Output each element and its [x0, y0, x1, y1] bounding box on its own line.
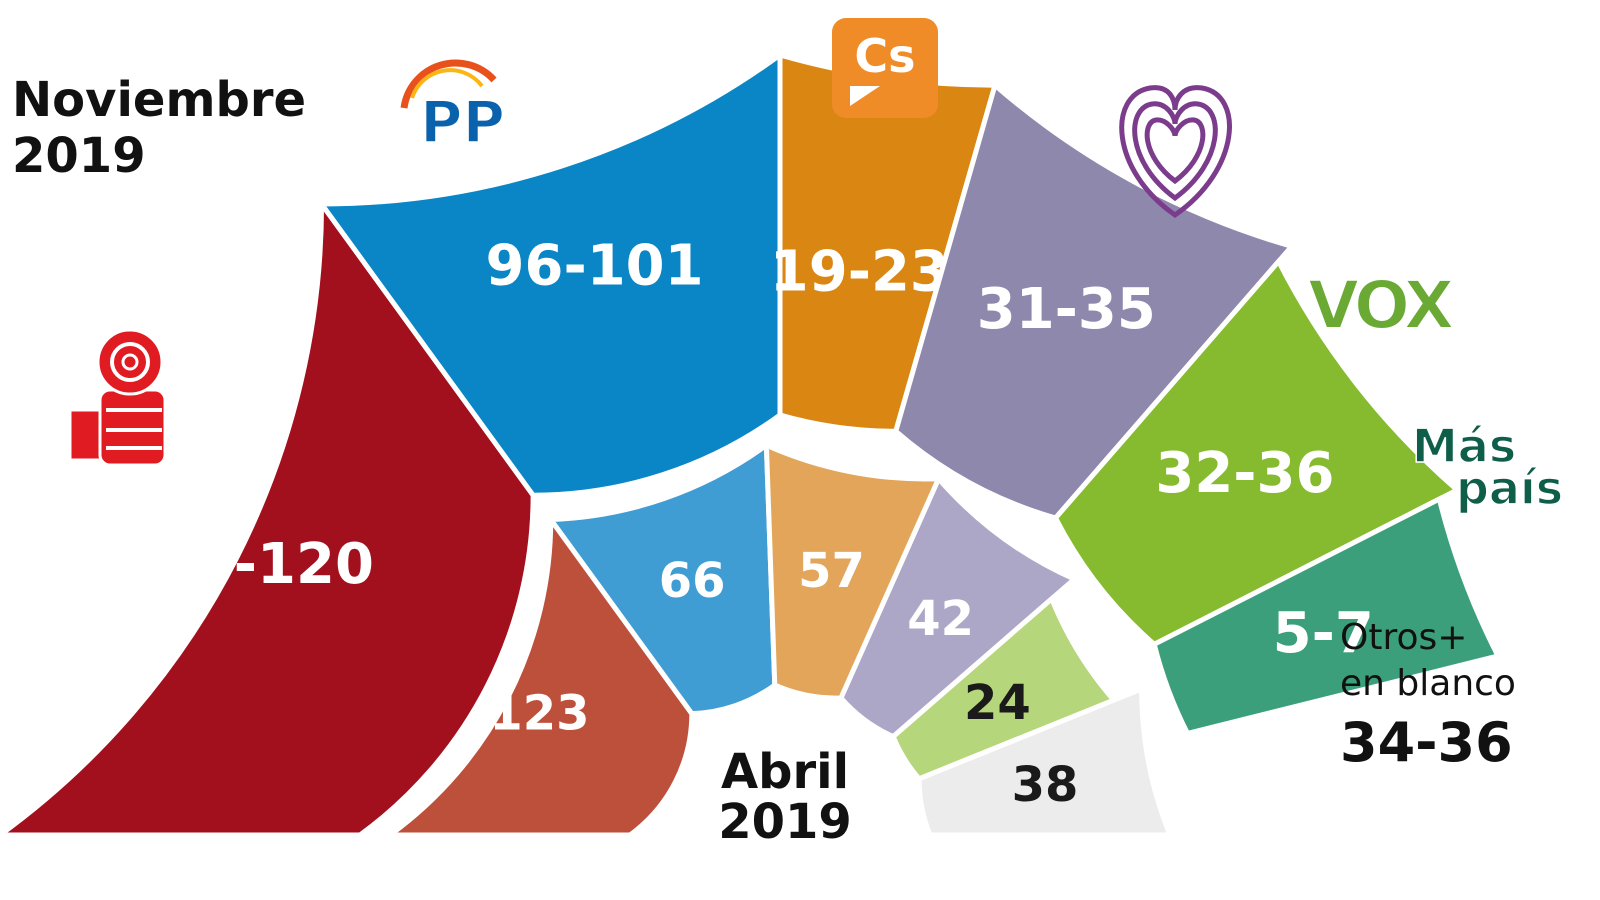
abril-value-psoe: 123: [489, 686, 589, 742]
cs-logo-icon: Cs: [832, 18, 938, 118]
abril-value-otros: 38: [1012, 757, 1079, 813]
svg-text:Más: Más: [1412, 419, 1516, 473]
title-line-2: 2019: [12, 128, 146, 184]
noviembre-segment-psoe: [0, 196, 536, 838]
noviembre-value-mas-pais: 5-7: [1273, 601, 1374, 666]
abril-2019-label: Abril 2019: [718, 744, 852, 850]
svg-text:PP: PP: [420, 88, 505, 156]
abril-segment-psoe: [382, 511, 695, 838]
otros-en-blanco-block: Otros+ en blanco 34-36: [1340, 615, 1516, 779]
mas-pais-logo-icon: Más país: [1411, 418, 1564, 516]
noviembre-value-psoe: 116-120: [117, 532, 374, 597]
svg-text:2019: 2019: [718, 794, 852, 850]
noviembre-value-podemos: 31-35: [977, 277, 1156, 342]
abril-value-podemos: 42: [907, 591, 974, 647]
svg-text:país: país: [1456, 461, 1563, 515]
vox-logo-icon: VOX: [1308, 267, 1454, 344]
psoe-logo-icon: [68, 328, 167, 467]
title-line-1: Noviembre: [12, 72, 307, 128]
noviembre-value-pp: 96-101: [486, 234, 704, 299]
abril-value-pp: 66: [659, 553, 726, 609]
abril-2019-ring: 123 66 57 42 24 38: [382, 440, 1174, 838]
noviembre-segment-pp: [316, 50, 783, 498]
noviembre-segment-vox: [1052, 256, 1462, 648]
noviembre-2019-ring: 116-120 96-101 19-23 31-35 32-36 5-7: [0, 50, 1502, 838]
noviembre-segment-podemos: [892, 80, 1297, 521]
abril-value-vox: 24: [964, 675, 1031, 731]
noviembre-2019-title: Noviembre 2019: [12, 72, 306, 184]
podemos-heart-icon: [1119, 85, 1232, 219]
otros-label-2: en blanco: [1340, 663, 1516, 704]
abril-segment-otros: [916, 685, 1174, 838]
otros-label-1: Otros+: [1340, 617, 1468, 658]
noviembre-value-vox: 32-36: [1155, 441, 1334, 506]
noviembre-segment-mas-pais: [1151, 495, 1502, 737]
noviembre-value-cs: 19-23: [770, 240, 949, 305]
abril-segment-pp: [545, 440, 778, 717]
otros-value: 34-36: [1340, 711, 1513, 774]
svg-text:Cs: Cs: [854, 29, 915, 83]
svg-text:Abril: Abril: [721, 744, 849, 800]
abril-segment-podemos: [838, 474, 1079, 740]
pp-logo-icon: PP: [400, 59, 506, 157]
abril-value-cs: 57: [798, 543, 865, 599]
